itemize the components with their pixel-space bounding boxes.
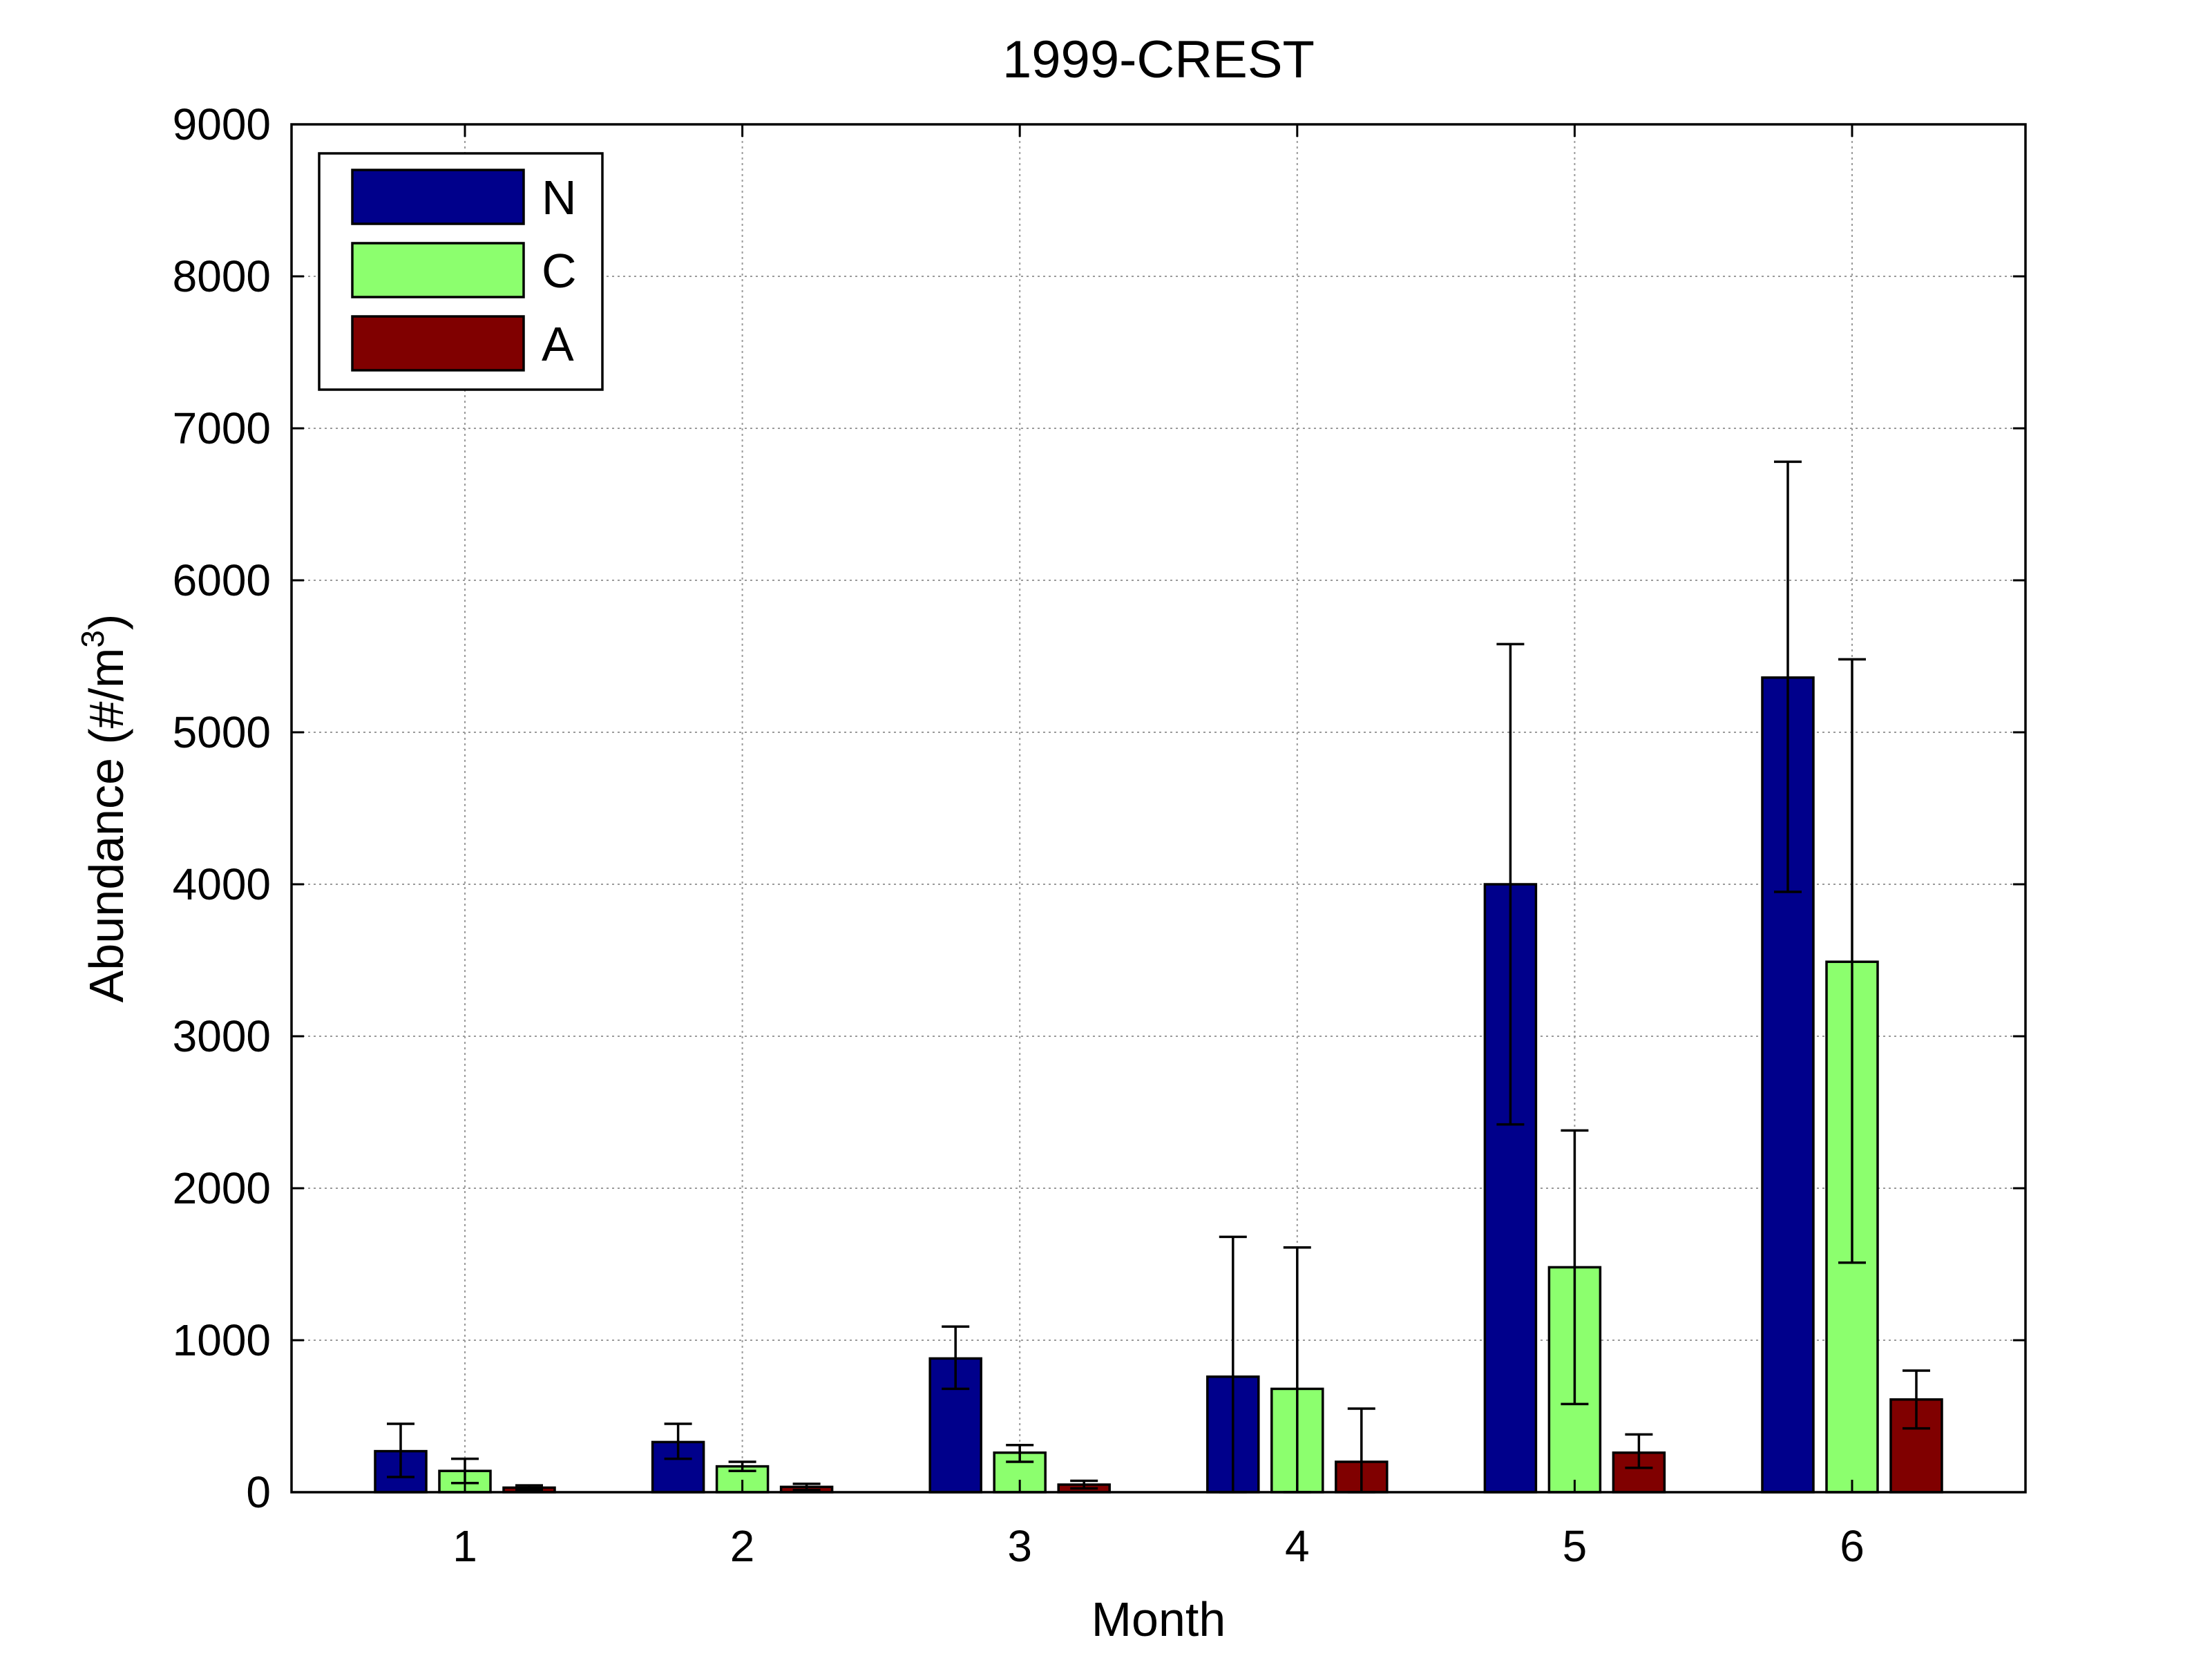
error-bar-N-5	[1496, 642, 1525, 1126]
x-tick-label: 1	[452, 1521, 477, 1571]
y-tick-label: 8000	[173, 251, 271, 301]
y-axis-label-superscript: 3	[75, 630, 111, 648]
error-bar-A-3	[1070, 1479, 1098, 1490]
x-tick-label: 2	[730, 1521, 755, 1571]
y-tick-label: 5000	[173, 707, 271, 757]
y-tick-label: 3000	[173, 1011, 271, 1061]
legend-swatch-A	[351, 315, 525, 372]
legend-label-N: N	[542, 171, 577, 225]
chart-title: 1999-CREST	[1002, 30, 1315, 89]
legend-swatch-C	[351, 242, 525, 298]
plot-frame	[290, 123, 2027, 1494]
error-bar-C-6	[1838, 658, 1866, 1264]
legend-swatch-N	[351, 169, 525, 225]
error-bar-C-5	[1561, 1129, 1589, 1406]
y-tick-label: 6000	[173, 555, 271, 605]
error-bar-N-2	[664, 1422, 692, 1460]
x-tick-label: 5	[1563, 1521, 1588, 1571]
y-tick-label: 2000	[173, 1163, 271, 1213]
legend-label-C: C	[542, 244, 577, 298]
error-bar-N-1	[387, 1422, 414, 1478]
x-tick-label: 6	[1840, 1521, 1865, 1571]
legend: NCA	[318, 152, 604, 391]
y-tick-label: 9000	[173, 99, 271, 149]
y-axis-label-close: )	[79, 614, 133, 630]
error-bar-A-2	[792, 1483, 821, 1492]
y-tick-label: 7000	[173, 403, 271, 453]
error-bars	[387, 460, 1930, 1494]
error-bar-C-2	[728, 1460, 756, 1472]
error-bar-A-1	[515, 1484, 543, 1492]
error-bar-A-5	[1625, 1433, 1653, 1469]
x-tick-label: 3	[1007, 1521, 1032, 1571]
y-axis-label-main: Abundance (#/m	[79, 648, 133, 1003]
x-tick-label: 4	[1285, 1521, 1310, 1571]
error-bar-C-3	[1006, 1444, 1034, 1463]
y-tick-label: 4000	[173, 859, 271, 909]
error-bar-A-6	[1903, 1369, 1930, 1430]
x-axis-label: Month	[1091, 1592, 1226, 1646]
y-tick-label: 1000	[173, 1315, 271, 1365]
error-bar-N-3	[942, 1325, 970, 1391]
y-tick-label: 0	[246, 1467, 271, 1517]
legend-label-A: A	[542, 317, 574, 371]
y-axis-label: Abundance (#/m3)	[75, 614, 133, 1003]
tick-labels: 0 1000 2000 3000 4000 5000 6000 7000 8000 9000 1 2 3…	[173, 99, 2025, 1571]
error-bar-N-6	[1774, 460, 1802, 893]
